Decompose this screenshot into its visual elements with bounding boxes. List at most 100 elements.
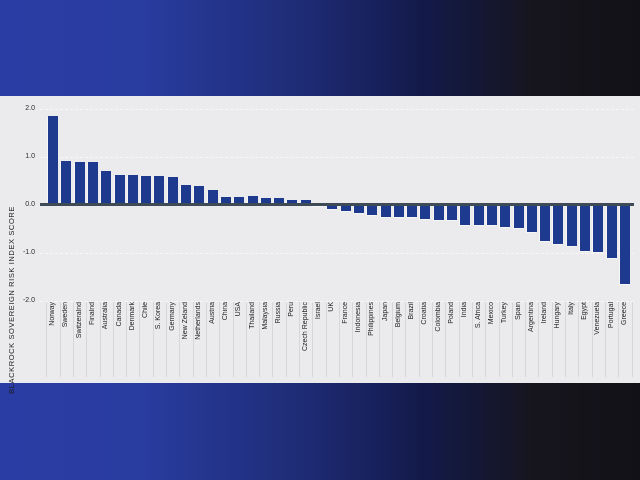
bar-chile	[141, 175, 152, 205]
category-label-china: China	[221, 302, 229, 321]
bar-netherlands	[194, 185, 205, 205]
category-separator	[538, 302, 540, 377]
category-label-spain: Spain	[514, 302, 522, 320]
category-separator	[338, 302, 340, 377]
category-label-malaysia: Malaysia	[261, 302, 269, 330]
y-tick-label: -1.0	[22, 248, 35, 256]
bar-switzeralnd	[74, 162, 85, 205]
category-separator	[99, 302, 101, 377]
category-separator	[152, 302, 154, 377]
category-separator	[604, 302, 606, 377]
category-separator	[618, 302, 620, 377]
category-label-denmark: Denmark	[128, 302, 136, 331]
category-separator	[259, 302, 261, 377]
bar-philippines	[367, 204, 378, 216]
category-label-indonesia: Indonesia	[354, 302, 362, 333]
bar-s-korea	[154, 176, 165, 205]
category-separator	[86, 302, 88, 377]
bar-belgium	[393, 204, 404, 217]
category-separator	[46, 302, 48, 377]
category-label-chile: Chile	[142, 302, 150, 318]
category-label-croatia: Croatia	[421, 302, 429, 325]
bar-new-zeland	[181, 185, 191, 205]
category-label-thailand: Thailand	[248, 302, 256, 329]
category-separator	[578, 302, 580, 377]
category-label-usa: USA	[235, 302, 243, 317]
category-separator	[72, 302, 74, 377]
category-separator	[445, 302, 447, 377]
category-label-norway: Norway	[49, 302, 56, 326]
bar-germany	[167, 176, 178, 205]
bar-croatia	[420, 204, 431, 219]
bar-mexico	[486, 204, 497, 226]
bar-colombia	[433, 204, 444, 221]
category-separator	[112, 302, 114, 377]
category-separator	[471, 302, 473, 377]
category-separator	[232, 302, 234, 377]
bar-argentina	[526, 204, 537, 233]
category-separator	[59, 302, 61, 377]
category-separator	[498, 302, 500, 377]
bar-india	[460, 204, 471, 225]
category-label-finalnd: Finalnd	[88, 302, 96, 325]
bar-peru	[287, 200, 298, 205]
y-tick-label: 2.0	[25, 104, 35, 112]
category-separator	[285, 302, 287, 377]
category-label-india: India	[461, 302, 469, 318]
category-label-peru: Peru	[288, 302, 296, 317]
y-axis-title: BLACKROCK SOVEREIGN RISK INDEX SCORE	[7, 206, 16, 394]
category-separator	[631, 302, 633, 377]
category-label-greece: Greece	[620, 302, 628, 325]
category-label-japan: Japan	[381, 302, 389, 322]
category-label-egypt: Egypt	[581, 302, 588, 320]
bar-italy	[566, 204, 577, 247]
bar-egypt	[580, 204, 590, 251]
category-label-austria: Austria	[208, 302, 216, 324]
category-separator	[245, 302, 247, 377]
bar-japan	[380, 204, 391, 217]
category-label-argentina: Argentina	[527, 302, 535, 332]
category-label-ireland: Ireland	[541, 302, 549, 324]
bar-austria	[207, 189, 218, 205]
category-label-brazil: Brazil	[408, 302, 416, 320]
plot-area: BLACKROCK SOVEREIGN RISK INDEX SCORE 2.0…	[0, 96, 640, 394]
category-label-portugal: Portugal	[607, 302, 615, 329]
bar-indonesia	[353, 204, 364, 213]
category-separator	[392, 302, 394, 377]
bar-spain	[513, 204, 524, 229]
bar-canada	[114, 174, 125, 205]
bar-malaysia	[260, 198, 271, 205]
category-separator	[219, 302, 221, 377]
bar-poland	[447, 204, 457, 221]
category-separator	[192, 302, 194, 377]
gridline	[40, 300, 634, 302]
category-label-hungary: Hungary	[554, 302, 562, 329]
category-label-australia: Australia	[102, 302, 110, 330]
gridline	[40, 252, 634, 254]
bar-thailand	[247, 196, 258, 205]
bar-denmark	[127, 174, 138, 205]
bar-venezuela	[593, 204, 604, 253]
category-separator	[418, 302, 420, 377]
bar-france	[340, 204, 351, 211]
category-separator	[565, 302, 567, 377]
category-separator	[325, 302, 327, 377]
category-label-venezuela: Venezuela	[594, 302, 602, 335]
bar-turkey	[500, 204, 511, 228]
category-label-uk: UK	[328, 302, 336, 312]
bar-czech-republic	[300, 199, 311, 205]
gridline	[40, 156, 634, 158]
category-separator	[365, 302, 367, 377]
zero-axis-line	[40, 203, 634, 206]
category-separator	[511, 302, 513, 377]
bar-hungary	[553, 204, 564, 244]
category-separator	[312, 302, 314, 377]
y-tick-label: 0.0	[25, 200, 35, 208]
category-label-s-africa: S. Africa	[474, 302, 482, 329]
bar-s-africa	[473, 204, 484, 226]
bar-sweden	[61, 161, 72, 205]
category-label-netherlands: Netherlands	[195, 302, 203, 340]
category-separator	[126, 302, 128, 377]
bar-norway	[48, 115, 58, 205]
category-separator	[432, 302, 434, 377]
